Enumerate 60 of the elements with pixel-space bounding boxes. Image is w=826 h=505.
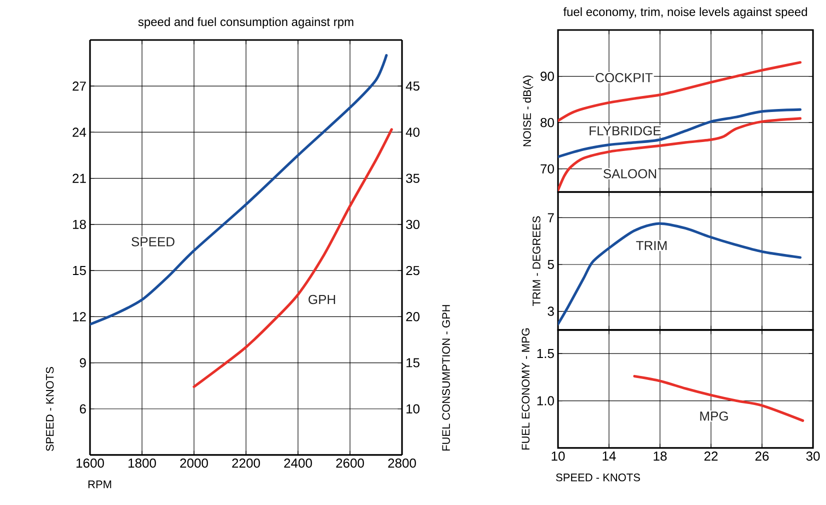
y2-tick-label: 15 [406,358,420,368]
y-tick-label: 21 [72,174,86,183]
y2-tick-label: 30 [406,220,420,230]
y-tick-label: 18 [73,220,86,230]
series-label: COCKPIT [596,73,653,82]
y-axis-title: NOISE - dB(A) [522,76,534,146]
y-tick-label: 1.0 [537,396,554,406]
x-tick-label: 1800 [128,458,156,468]
series-label: MPG [700,412,728,421]
y-tick-label: 90 [540,72,554,81]
y2-tick-label: 10 [406,404,420,414]
x-tick-label: 2800 [388,458,416,468]
y-tick-label: 24 [72,128,86,137]
x-tick-label: 26 [755,452,769,461]
line-series [633,374,804,422]
series-label: FLYBRIDGE [590,126,661,136]
y-tick-label: 9 [80,358,86,368]
line-series [90,54,388,326]
chart-title: fuel economy, trim, noise levels against speed [563,7,807,18]
y-axis-title: FUEL ECONOMY - MPG [522,328,530,450]
x-tick-label: 10 [552,452,565,461]
x-tick-label: 2200 [232,458,260,468]
line-series [192,128,393,388]
y-tick-label: 70 [540,164,554,174]
x-tick-label: 2000 [180,458,208,468]
y2-axis-title: FUEL CONSUMPTION - GPH [442,305,450,451]
y2-tick-label: 40 [406,128,420,137]
y2-tick-label: 25 [406,266,420,276]
y-tick-label: 6 [80,404,86,414]
line-series [558,222,802,326]
x-tick-label: 2400 [284,458,312,468]
y-tick-label: 80 [540,118,554,128]
y-tick-label: 7 [548,213,554,222]
line-series [558,117,802,192]
chart-title: speed and fuel consumption against rpm [138,17,354,28]
x-tick-label: 14 [602,452,616,460]
x-tick-label: 1600 [76,458,104,468]
y-tick-label: 27 [72,82,86,91]
y-tick-label: 12 [73,312,86,322]
x-tick-label: 2600 [336,458,364,468]
y-axis-title: TRIM - DEGREES [532,216,540,306]
series-label: SPEED [132,237,174,246]
y2-tick-label: 20 [406,312,420,322]
x-tick-label: 22 [704,452,718,461]
x-axis-title: SPEED - KNOTS [556,474,640,482]
series-label: TRIM [636,241,667,250]
y-tick-label: 5 [548,260,554,270]
x-tick-label: 30 [806,452,820,461]
y-axis-title: SPEED - KNOTS [46,367,54,451]
y-tick-label: 1.5 [537,349,554,358]
series-label: GPH [308,294,336,304]
line-series [558,108,802,158]
y-tick-label: 3 [548,306,554,316]
y-tick-label: 15 [73,266,86,276]
y2-tick-label: 45 [406,82,420,91]
x-tick-label: 18 [654,452,667,461]
y2-tick-label: 35 [406,174,420,183]
line-series [558,61,802,122]
x-axis-title: RPM [88,480,112,488]
series-label: SALOON [604,169,656,178]
